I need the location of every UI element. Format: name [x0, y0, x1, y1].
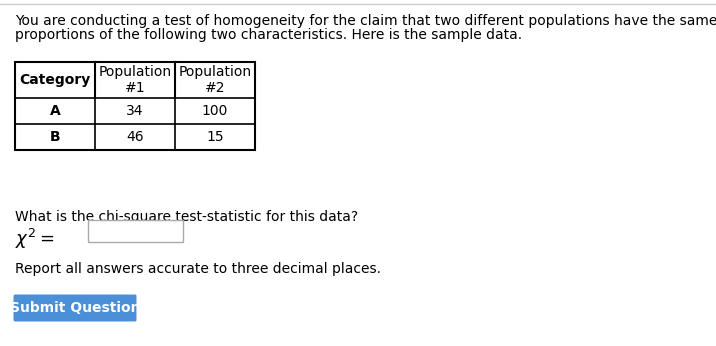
Text: 46: 46	[126, 130, 144, 144]
Text: 15: 15	[206, 130, 224, 144]
Text: Population
#2: Population #2	[178, 65, 251, 95]
Text: Submit Question: Submit Question	[10, 301, 140, 315]
Text: 34: 34	[126, 104, 144, 118]
FancyBboxPatch shape	[14, 294, 137, 321]
Text: You are conducting a test of homogeneity for the claim that two different popula: You are conducting a test of homogeneity…	[15, 14, 716, 28]
Text: $\chi^2 =$: $\chi^2 =$	[15, 227, 54, 251]
Text: Population
#1: Population #1	[98, 65, 172, 95]
Text: A: A	[49, 104, 60, 118]
Bar	[88, 220, 183, 242]
Text: 100: 100	[202, 104, 228, 118]
Text: Category: Category	[19, 73, 91, 87]
Bar	[15, 62, 255, 150]
Text: B: B	[49, 130, 60, 144]
Text: proportions of the following two characteristics. Here is the sample data.: proportions of the following two charact…	[15, 28, 522, 42]
Text: Report all answers accurate to three decimal places.: Report all answers accurate to three dec…	[15, 262, 381, 276]
Text: What is the chi-square test-statistic for this data?: What is the chi-square test-statistic fo…	[15, 210, 358, 224]
